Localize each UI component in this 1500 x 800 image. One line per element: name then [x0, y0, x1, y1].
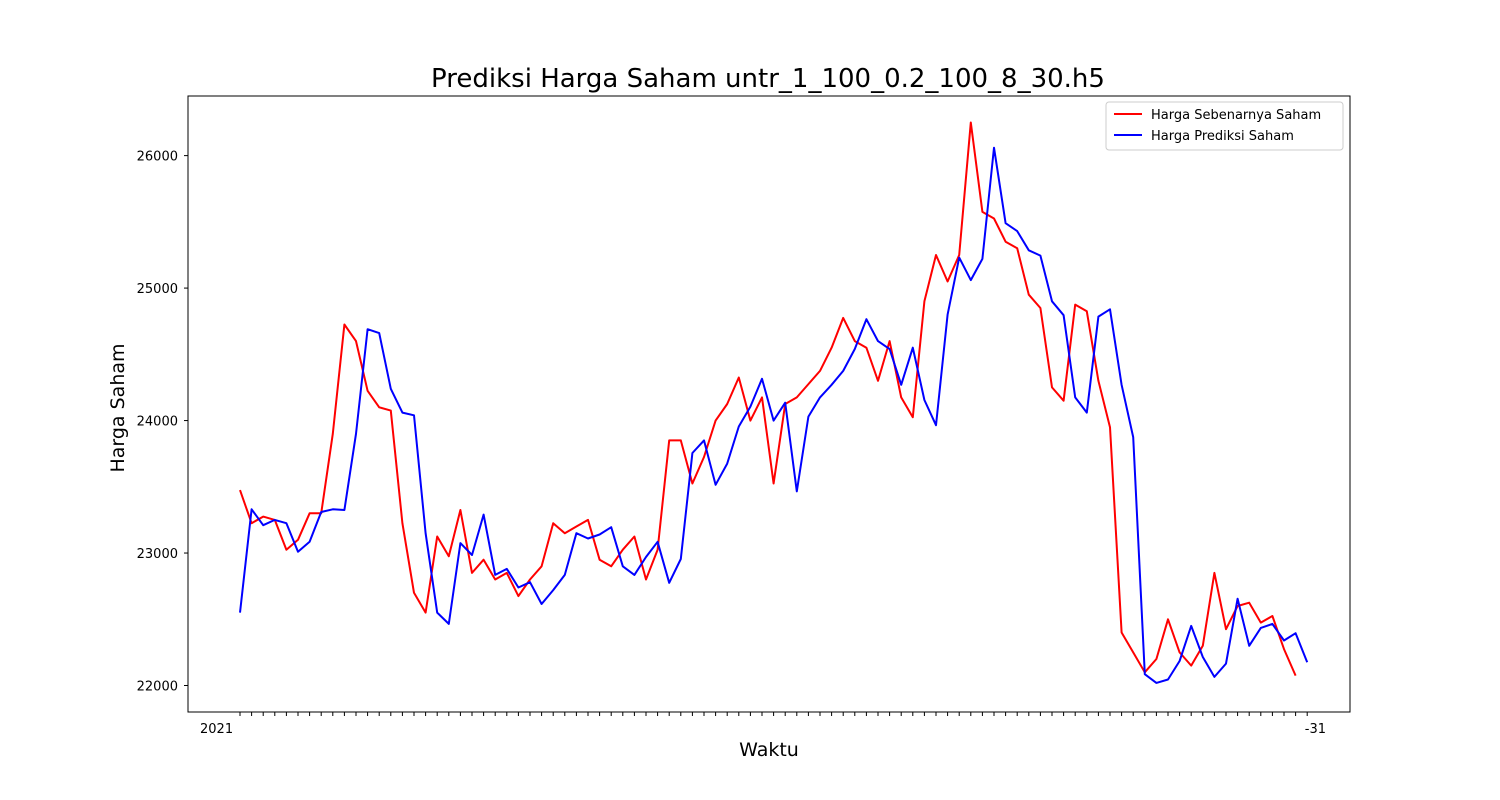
plot-area	[187, 95, 1351, 713]
x-axis: 2021 -31	[200, 712, 1326, 737]
series-line-predicted	[239, 146, 1309, 684]
legend-label-predicted: Harga Prediksi Saham	[1151, 129, 1294, 144]
plot-frame	[187, 95, 1351, 713]
y-axis: 22000 23000 24000 25000 26000	[137, 150, 188, 695]
y-tick-label: 25000	[137, 282, 178, 297]
y-axis-title: Harga Saham	[107, 343, 129, 472]
y-tick-label: 22000	[137, 680, 178, 695]
x-tick-label-last: -31	[1305, 722, 1326, 737]
legend-box	[1105, 101, 1344, 151]
x-axis-title: Waktu	[739, 739, 799, 761]
x-tick-label-first: 2021	[200, 722, 233, 737]
legend: Harga Sebenarnya Saham Harga Prediksi Sa…	[1105, 101, 1344, 151]
y-tick-label: 23000	[137, 547, 178, 562]
series-line-actual	[239, 121, 1297, 677]
y-tick-label: 24000	[137, 415, 178, 430]
chart-title: Prediksi Harga Saham untr_1_100_0.2_100_…	[431, 64, 1105, 94]
legend-label-actual: Harga Sebenarnya Saham	[1151, 108, 1321, 123]
y-tick-label: 26000	[137, 150, 178, 165]
